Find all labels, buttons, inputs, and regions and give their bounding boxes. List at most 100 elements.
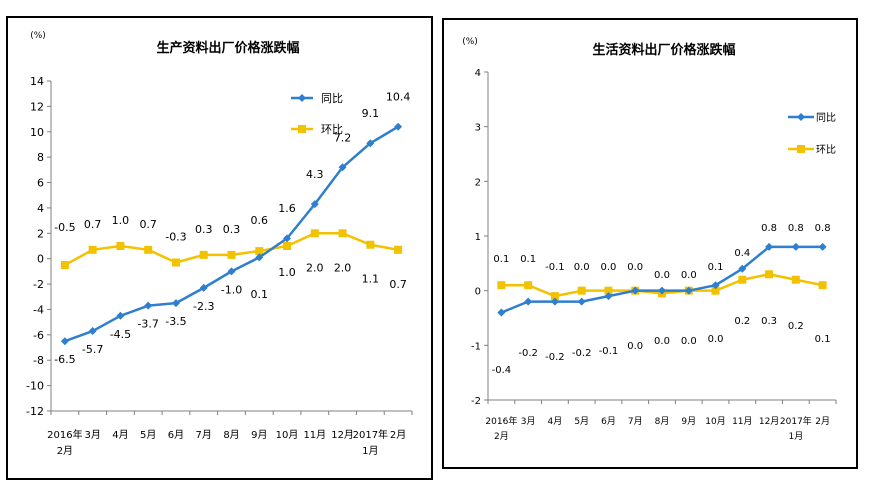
right-data-point (711, 281, 720, 290)
right-bottom-data-label: -0.2 (572, 348, 592, 359)
right-x-tick-label: 4月 (548, 416, 563, 427)
left-yoy-data-label: -5.7 (82, 343, 103, 356)
right-bottom-data-label: 0.0 (627, 341, 643, 352)
left-mom-data-label: 0.3 (223, 223, 241, 236)
left-data-point (394, 122, 403, 131)
right-top-data-label: 0.8 (815, 223, 831, 234)
right-data-point (631, 286, 640, 295)
right-data-point (604, 286, 613, 295)
left-y-tick-label: 6 (37, 177, 44, 190)
left-mom-data-label: 0.7 (139, 218, 157, 231)
left-yoy-data-label: -3.5 (165, 315, 186, 328)
right-legend-marker (797, 113, 805, 121)
right-data-point (791, 242, 800, 251)
left-data-point (366, 240, 375, 249)
right-top-data-label: 0.0 (627, 262, 643, 273)
left-series-1 (60, 229, 403, 270)
right-data-point (550, 292, 559, 301)
right-series-0 (497, 242, 827, 317)
right-top-data-label: 0.8 (788, 223, 804, 234)
left-mom-data-label: 2.0 (306, 261, 324, 274)
left-data-point (88, 245, 97, 254)
right-bottom-data-label: 0.2 (734, 316, 750, 327)
left-mom-data-label: 0.7 (389, 278, 407, 291)
right-data-point (738, 264, 747, 273)
right-chart-panel: 生活资料出厂价格涨跌幅 (%) -2 -1 0 1 2 3 4 2016年 2月 3月 4月 5月 6月 7月… (442, 18, 858, 469)
left-y-tick-label: 8 (37, 151, 44, 164)
left-data-point (60, 261, 69, 270)
right-x-tick-label: 2月 (815, 416, 830, 427)
left-data-point (283, 242, 292, 250)
left-data-point (171, 299, 180, 308)
right-x-tick-label: 1月 (788, 431, 803, 442)
left-mom-data-label: 1.0 (278, 266, 296, 279)
right-data-point (497, 308, 506, 317)
left-x-tick-label: 11月 (303, 429, 326, 441)
right-data-point (524, 281, 533, 290)
right-bottom-data-label: 0.0 (654, 336, 670, 347)
left-x-tick-label: 3月 (84, 429, 100, 441)
right-top-data-label: 0.8 (761, 223, 777, 234)
left-legend-label: 环比 (321, 123, 343, 136)
left-data-point (255, 247, 264, 256)
left-x-tick-label: 2017年 (353, 428, 388, 441)
left-x-tick-label: 12月 (331, 429, 354, 441)
right-top-data-label: 0.0 (681, 270, 697, 281)
right-x-tick-label: 7月 (628, 416, 643, 427)
left-chart-title: 生产资料出厂价格涨跌幅 (156, 40, 299, 56)
right-top-data-label: -0.1 (545, 262, 565, 273)
right-y-tick-label: 2 (475, 177, 481, 188)
left-x-tick-label: 9月 (251, 429, 267, 441)
left-yoy-data-label: -6.5 (54, 353, 75, 366)
right-legend-item: 环比 (788, 144, 836, 156)
left-mom-data-label: 1.0 (112, 214, 130, 227)
left-data-point (88, 327, 97, 336)
left-yoy-data-label: 9.1 (362, 107, 380, 120)
right-x-tick-label: 6月 (601, 416, 616, 427)
left-legend-item: 同比 (291, 92, 343, 105)
left-y-tick-label: -8 (33, 354, 44, 367)
right-data-point (658, 286, 666, 295)
right-unit-label: (%) (462, 37, 478, 47)
right-data-point (497, 281, 506, 290)
left-y-tick-label: -6 (33, 329, 44, 342)
left-data-point (116, 242, 125, 250)
left-unit-label: (%) (30, 31, 46, 41)
right-y-tick-label: 4 (475, 68, 481, 79)
right-data-point (765, 242, 774, 251)
left-yoy-data-label: 0.1 (251, 288, 269, 301)
left-data-point (60, 337, 69, 346)
right-data-point (711, 286, 720, 295)
right-y-tick-label: -1 (471, 341, 481, 352)
left-x-tick-label: 2月 (57, 445, 73, 457)
left-x-tick-label: 2月 (390, 429, 406, 441)
right-bottom-data-label: -0.4 (492, 365, 512, 376)
right-data-point (684, 286, 693, 295)
right-data-point (818, 281, 827, 290)
right-x-tick-label: 2017年 (780, 415, 812, 427)
left-mom-data-label: 1.1 (362, 273, 380, 286)
right-data-point (738, 275, 747, 284)
left-x-tick-label: 2016年 (47, 428, 82, 441)
left-legend-marker (298, 125, 306, 133)
right-x-tick-label: 2016年 (485, 415, 517, 427)
left-y-tick-label: 14 (30, 75, 44, 88)
left-x-tick-label: 10月 (276, 429, 299, 441)
right-top-data-label: 0.0 (601, 262, 617, 273)
left-yoy-data-label: 4.3 (306, 168, 324, 181)
left-series-0 (60, 122, 403, 346)
left-data-point (171, 258, 180, 267)
left-x-tick-label: 4月 (112, 429, 128, 441)
right-legend-label: 同比 (816, 112, 836, 124)
right-bottom-data-label: 0.2 (788, 321, 804, 332)
left-data-point (227, 267, 236, 276)
right-legend-item: 同比 (788, 112, 836, 124)
right-y-tick-label: -2 (471, 396, 481, 407)
left-legend-item: 环比 (291, 123, 343, 136)
right-legend-marker (797, 145, 805, 153)
left-data-point (338, 229, 347, 238)
right-bottom-data-label: -0.2 (545, 352, 565, 363)
left-x-tick-label: 8月 (223, 429, 239, 441)
right-data-point (577, 286, 586, 295)
right-y-tick-label: 1 (475, 232, 481, 243)
